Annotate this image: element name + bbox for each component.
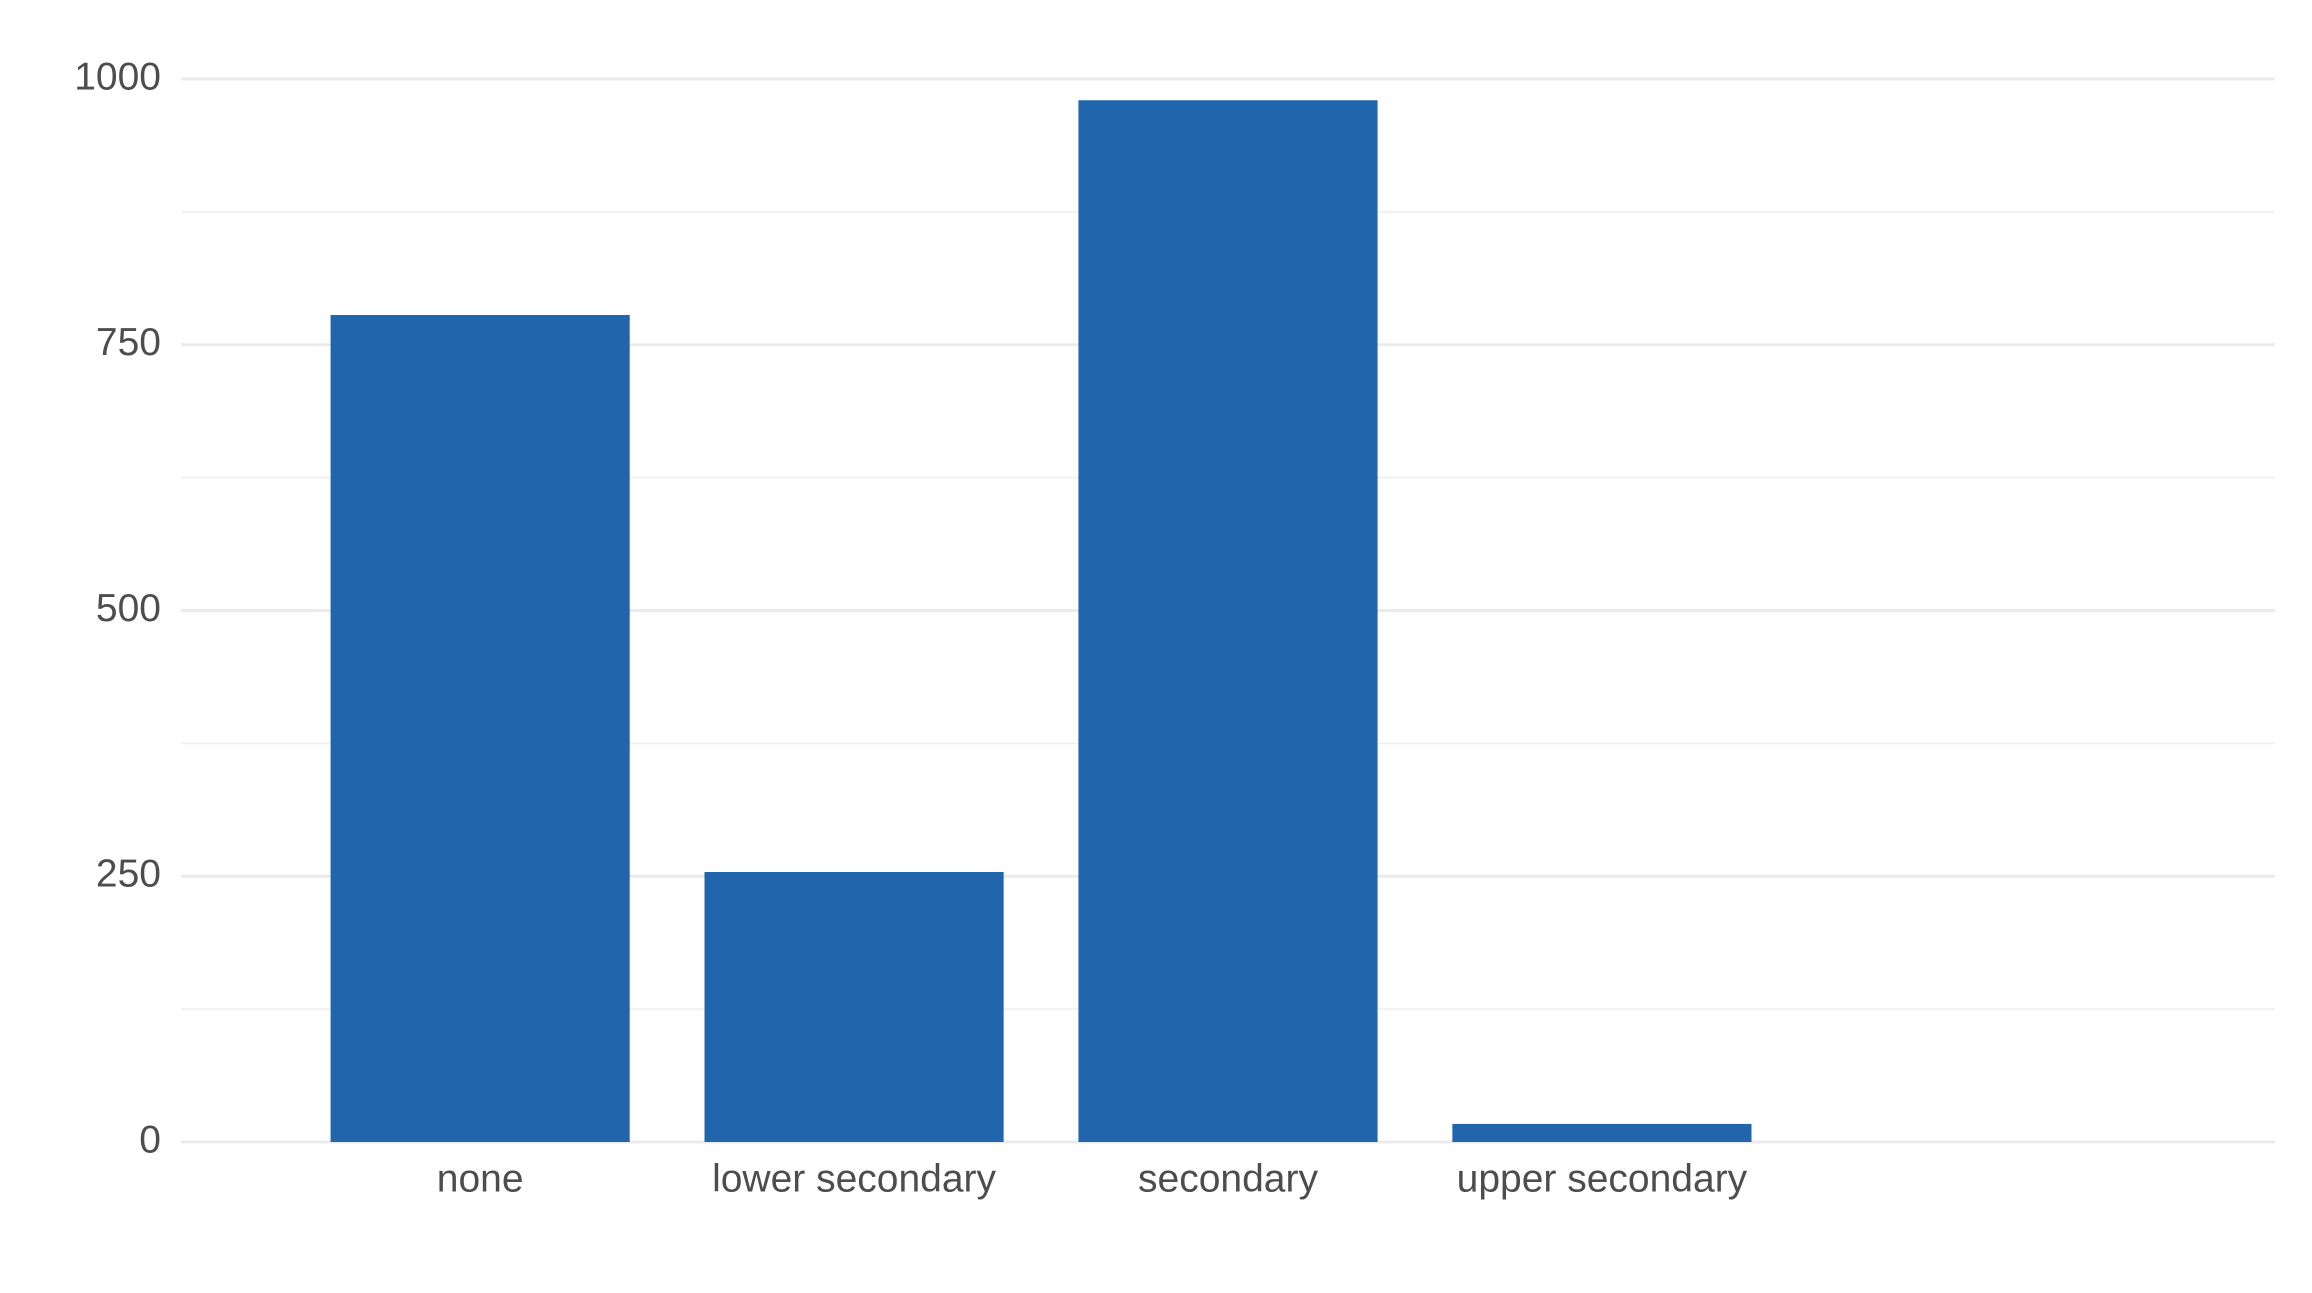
x-tick-label: upper secondary	[1457, 1157, 1748, 1200]
x-tick-label: secondary	[1138, 1157, 1318, 1200]
y-tick-label: 250	[96, 853, 161, 896]
bar	[1078, 100, 1378, 1142]
x-tick-label: none	[437, 1157, 524, 1200]
bar	[330, 314, 630, 1143]
y-tick-label: 1000	[74, 55, 161, 98]
x-tick-label: lower secondary	[712, 1157, 996, 1200]
y-tick-label: 0	[139, 1118, 161, 1161]
bar	[1452, 1123, 1752, 1142]
y-tick-label: 750	[96, 321, 161, 364]
y-tick-label: 500	[96, 587, 161, 630]
bar	[704, 871, 1004, 1142]
